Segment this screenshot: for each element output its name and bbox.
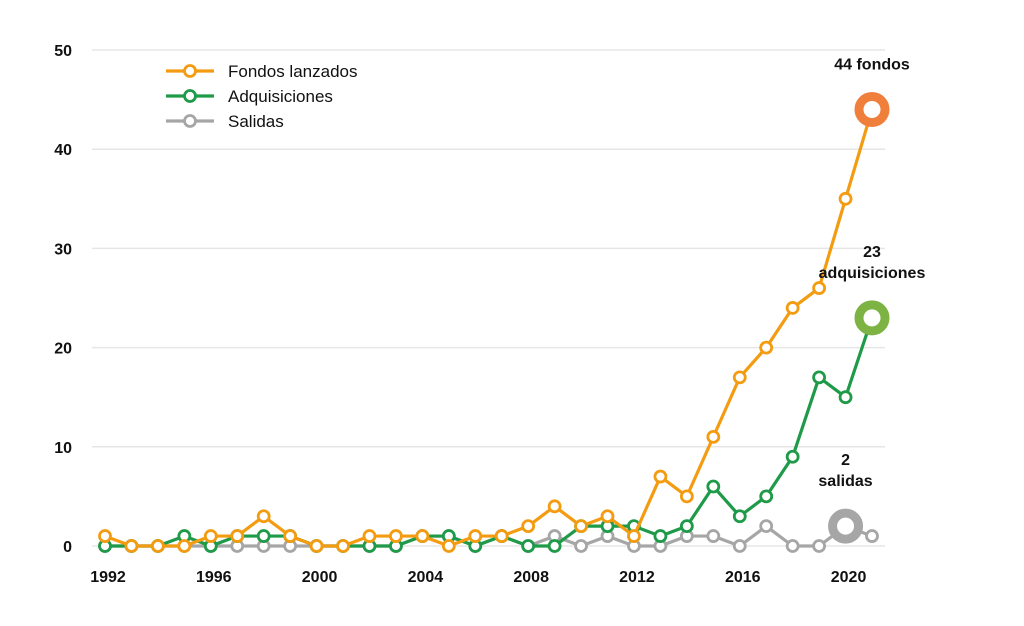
x-tick-label: 2016	[725, 569, 761, 586]
annotation-label: salidas	[818, 473, 872, 490]
data-point	[547, 539, 562, 553]
x-tick-label: 1992	[90, 569, 126, 586]
data-point	[838, 191, 853, 206]
data-point	[98, 529, 112, 543]
data-point	[309, 539, 324, 553]
data-point	[732, 370, 747, 385]
y-tick-label: 20	[54, 341, 72, 358]
x-tick-label: 1996	[196, 569, 232, 586]
data-point	[230, 529, 245, 543]
data-point	[785, 449, 800, 464]
data-point	[679, 489, 694, 504]
y-tick-label: 0	[63, 539, 72, 556]
data-point	[336, 539, 350, 553]
data-point	[177, 539, 192, 553]
data-point	[494, 529, 509, 543]
data-point	[283, 529, 298, 543]
highlight-point	[828, 508, 864, 544]
annotation-label: 2	[841, 452, 850, 469]
series-group	[98, 102, 879, 553]
data-point	[653, 529, 668, 543]
y-tick-label: 30	[54, 241, 72, 258]
y-tick-label: 50	[54, 43, 72, 60]
data-point	[838, 390, 853, 405]
highlight-point	[854, 300, 890, 336]
legend-swatch-marker	[183, 114, 197, 128]
data-point	[653, 469, 668, 484]
data-point	[812, 539, 827, 553]
legend-label: Adquisiciones	[228, 87, 333, 106]
data-point	[256, 529, 271, 543]
data-point	[124, 539, 139, 553]
legend: Fondos lanzados Adquisiciones Salidas	[166, 62, 357, 131]
data-point	[547, 499, 562, 514]
data-point	[150, 539, 165, 553]
series-fondos-lanzados	[98, 102, 879, 553]
annotations: 44 fondos 23 adquisiciones 2 salidas	[818, 57, 926, 544]
legend-item: Fondos lanzados	[166, 62, 357, 81]
y-tick-label: 10	[54, 440, 72, 457]
x-tick-label: 2020	[831, 569, 867, 586]
data-point	[574, 539, 588, 553]
data-point	[521, 519, 536, 534]
data-point	[468, 529, 483, 543]
data-point	[732, 509, 747, 524]
data-point	[600, 509, 615, 524]
data-point	[812, 370, 827, 385]
legend-item: Salidas	[166, 112, 284, 131]
x-axis: 1992 1996 2000 2004 2008 2012 2016 2020	[90, 569, 866, 586]
legend-swatch-marker	[183, 89, 197, 103]
x-tick-label: 2000	[302, 569, 338, 586]
gridlines	[92, 49, 885, 547]
x-tick-label: 2008	[513, 569, 549, 586]
data-point	[759, 340, 774, 355]
data-point	[627, 529, 641, 543]
legend-label: Salidas	[228, 112, 284, 131]
data-point	[679, 519, 694, 534]
legend-item: Adquisiciones	[166, 87, 333, 106]
legend-swatch-marker	[183, 64, 197, 78]
x-tick-label: 2012	[619, 569, 655, 586]
data-point	[785, 301, 800, 315]
data-point	[759, 519, 774, 534]
data-point	[441, 539, 456, 553]
y-tick-label: 40	[54, 142, 72, 159]
data-point	[362, 529, 377, 543]
data-point	[865, 529, 879, 543]
annotation-label: 44 fondos	[834, 57, 910, 74]
data-point	[415, 529, 430, 543]
y-axis: 0 10 20 30 40 50	[54, 43, 72, 556]
legend-label: Fondos lanzados	[228, 62, 357, 81]
x-tick-label: 2004	[408, 569, 444, 586]
data-point	[203, 529, 218, 543]
data-point	[389, 529, 403, 543]
series-line	[105, 317, 874, 548]
data-point	[574, 519, 588, 534]
data-point	[732, 539, 747, 553]
data-point	[706, 479, 721, 494]
data-point	[812, 281, 827, 295]
annotation-label: 23	[863, 244, 881, 261]
data-point	[706, 529, 721, 543]
highlight-point	[854, 92, 890, 128]
data-point	[256, 509, 271, 524]
data-point	[521, 539, 536, 553]
data-point	[785, 539, 800, 553]
data-point	[759, 489, 774, 504]
data-point	[706, 429, 721, 444]
series-line	[104, 109, 874, 548]
annotation-label: adquisiciones	[819, 265, 926, 282]
